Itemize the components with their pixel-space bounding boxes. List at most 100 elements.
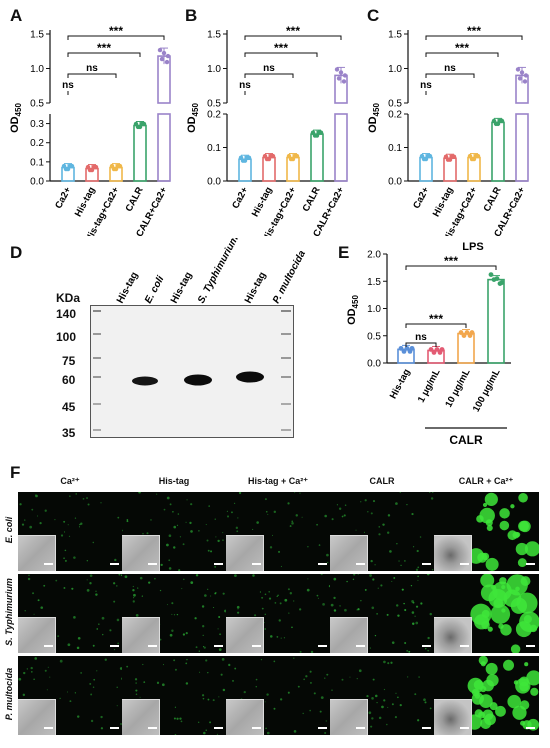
- blot-marker-75: 75: [62, 354, 76, 368]
- data-point: [425, 153, 431, 159]
- data-point: [316, 130, 322, 135]
- lane-label-3: His-tag: [169, 270, 195, 305]
- brightfield-inset: [122, 617, 160, 653]
- sig-label: ***: [274, 41, 288, 55]
- sig-bracket: [244, 73, 294, 78]
- category-label: CALR: [301, 185, 323, 214]
- micrograph-tile: [330, 574, 435, 653]
- scale-bar: [44, 727, 53, 729]
- micrograph-tile: [18, 492, 123, 571]
- category-label: 1 μg/mL: [416, 367, 443, 405]
- panel-letter-b: B: [185, 6, 198, 25]
- data-point: [445, 157, 451, 162]
- data-point: [91, 164, 97, 170]
- blot-marker-60: 60: [62, 373, 76, 387]
- scale-bar: [356, 645, 365, 647]
- data-point: [461, 333, 467, 338]
- y-tick-label: 1.0: [367, 304, 381, 315]
- sig-label: ***: [455, 41, 469, 55]
- scale-bar: [148, 645, 157, 647]
- data-point: [464, 330, 470, 335]
- data-point: [523, 73, 529, 78]
- scale-bar: [422, 645, 431, 647]
- y-tick-label-lower: 0.0: [388, 177, 402, 188]
- data-point: [515, 67, 521, 72]
- scale-bar: [356, 563, 365, 565]
- data-point: [342, 73, 348, 78]
- data-point: [401, 348, 407, 354]
- data-point: [434, 347, 440, 352]
- data-point: [161, 50, 167, 56]
- micrograph-tile: [434, 574, 539, 653]
- scale-bar: [252, 563, 261, 565]
- data-point: [488, 272, 494, 278]
- data-point: [519, 70, 525, 75]
- y-tick-label-upper: 1.5: [30, 30, 44, 41]
- category-label: CALR: [124, 185, 146, 214]
- y-tick-label: 2.0: [367, 250, 381, 261]
- brightfield-inset: [330, 535, 368, 571]
- blot-kda-label: KDa: [56, 291, 81, 305]
- blot-lane-labels: His-tag E. coli His-tag S. Typhimurium H…: [115, 238, 308, 305]
- data-point: [67, 163, 73, 169]
- bar-3: [457, 332, 475, 364]
- brightfield-inset: [226, 535, 264, 571]
- y-tick-label-lower: 0.2: [207, 110, 221, 121]
- brightfield-inset: [330, 617, 368, 653]
- sig-bracket: [244, 52, 318, 57]
- sig-bracket: [405, 342, 437, 347]
- y-tick-label-upper: 1.0: [388, 64, 402, 75]
- panel-letter-f: F: [10, 463, 21, 482]
- category-label: His-tag: [388, 367, 413, 401]
- micrograph-tile: [122, 656, 227, 735]
- scale-bar: [422, 727, 431, 729]
- data-point: [469, 156, 475, 162]
- data-point: [338, 70, 344, 75]
- y-tick-label-lower: 0.3: [30, 119, 44, 130]
- micrograph-tile: [330, 656, 435, 735]
- y-tick-label-lower: 0.2: [388, 110, 402, 121]
- condition-label: CALR: [369, 476, 395, 486]
- scale-bar: [318, 645, 327, 647]
- scale-bar: [214, 645, 223, 647]
- data-point: [312, 133, 318, 138]
- lane-label-4: S. Typhimurium: [196, 238, 241, 305]
- y-tick-label: 0.5: [367, 331, 381, 342]
- category-label: CALR: [482, 185, 504, 214]
- brightfield-inset: [226, 617, 264, 653]
- group-label: CALR: [449, 433, 483, 447]
- data-point: [159, 56, 165, 62]
- bar-5-lower: [157, 113, 171, 182]
- brightfield-inset: [226, 699, 264, 735]
- micrograph-tile: [122, 492, 227, 571]
- scale-bar: [148, 563, 157, 565]
- micrograph-tile: [18, 574, 123, 653]
- scale-bar: [44, 645, 53, 647]
- scale-bar: [526, 563, 535, 565]
- scale-bar: [526, 727, 535, 729]
- y-axis-label: OD450: [346, 295, 360, 325]
- panel-letter-c: C: [367, 6, 380, 25]
- scale-bar: [148, 727, 157, 729]
- sig-bracket: [425, 52, 499, 57]
- scale-bar: [214, 563, 223, 565]
- y-tick-label-upper: 1.5: [207, 30, 221, 41]
- micrograph-tile: [122, 574, 227, 653]
- scale-bar: [214, 727, 223, 729]
- bar-4: [310, 133, 324, 182]
- sig-label: ns: [415, 332, 427, 343]
- scale-bar: [110, 563, 119, 565]
- bar-chart-e: LPS OD450 0.0 0.5 1.0 1.5 2.0 His-tag 1 μg/mL 10 …: [346, 241, 511, 447]
- sig-label: ns: [86, 63, 98, 74]
- bar-5-lower: [334, 113, 348, 182]
- scale-bar: [460, 645, 469, 647]
- scale-bar: [110, 645, 119, 647]
- condition-label: Ca²⁺: [60, 476, 80, 486]
- blot-marker-35: 35: [62, 426, 76, 440]
- data-point: [135, 124, 141, 130]
- micrograph-tile: [226, 492, 331, 571]
- data-point: [522, 79, 528, 84]
- micrograph-tile: [434, 656, 539, 735]
